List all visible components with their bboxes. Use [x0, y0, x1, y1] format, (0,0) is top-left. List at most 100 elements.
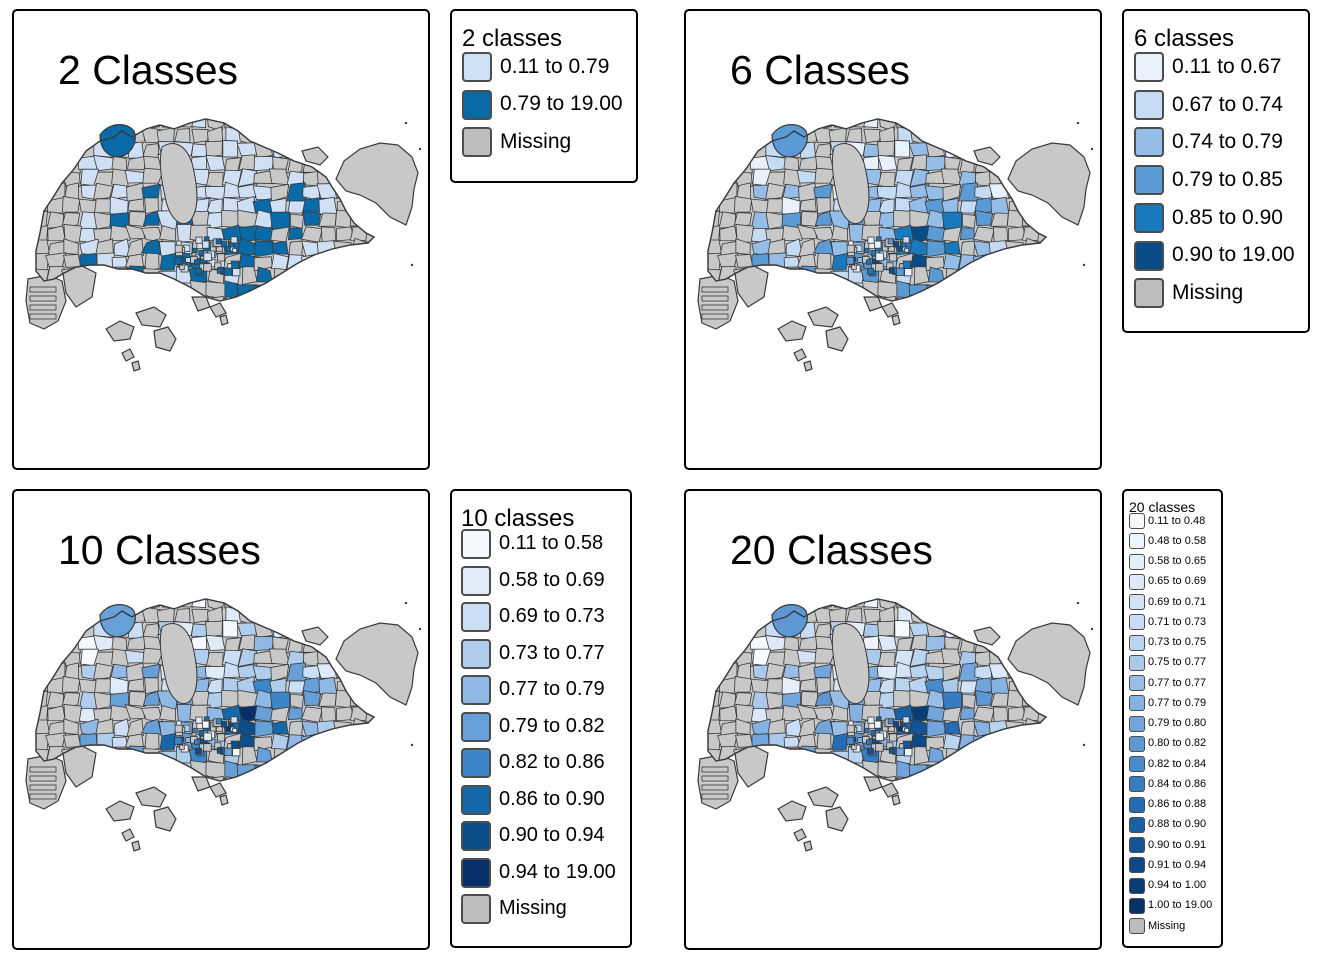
legend-label: 0.73 to 0.75: [1148, 636, 1207, 649]
map-frame-2-classes: 2 Classes: [12, 9, 430, 470]
legend-label: 0.77 to 0.77: [1148, 676, 1207, 689]
legend-swatch: [462, 89, 492, 120]
map-frame-20-classes: 20 Classes: [684, 489, 1102, 950]
legend-swatch: [1129, 634, 1145, 651]
legend-label: Missing: [499, 897, 567, 920]
legend-label: 0.75 to 0.77: [1148, 656, 1207, 669]
legend-label: Missing: [500, 130, 572, 154]
legend-swatch: [1129, 573, 1145, 590]
map-title: 20 Classes: [730, 527, 933, 573]
legend-label: 0.80 to 0.82: [1148, 737, 1207, 750]
legend-swatch: [461, 529, 491, 559]
legend-label: 0.90 to 0.94: [499, 824, 605, 847]
legend-swatch: [461, 857, 491, 888]
legend-swatch: [461, 602, 491, 632]
map-frame-10-classes: 10 Classes: [12, 489, 430, 950]
legend-swatch: [461, 894, 491, 924]
map-title: 10 Classes: [58, 527, 261, 573]
legend-swatch: [1134, 89, 1164, 120]
legend-swatch: [461, 565, 491, 596]
legend-swatch: [1129, 897, 1145, 914]
legend-label: 0.82 to 0.86: [499, 751, 605, 774]
choropleth-map: [25, 598, 422, 852]
legend-swatch: [1134, 240, 1164, 271]
legend-2-classes: 2 classes 0.11 to 0.79 0.79 to 19.00 Missin…: [450, 9, 638, 183]
legend-label: 0.91 to 0.94: [1148, 858, 1207, 871]
map-title: 6 Classes: [730, 47, 911, 93]
legend-swatch: [1129, 513, 1145, 529]
legend-swatch: [1129, 654, 1145, 671]
legend-swatch: [1129, 614, 1145, 631]
legend-10-classes: 10 classes 0.11 to 0.58 0.58 to 0.69 0.69 t…: [450, 489, 632, 948]
legend-label: 0.79 to 0.82: [499, 714, 605, 737]
legend-label: 0.73 to 0.77: [499, 641, 605, 664]
legend-label: 0.86 to 0.90: [499, 787, 605, 810]
legend-label: 0.58 to 0.69: [499, 568, 605, 591]
legend-label: 0.48 to 0.58: [1148, 534, 1207, 547]
map-frame-6-classes: 6 Classes: [684, 9, 1102, 470]
legend-label: 0.94 to 1.00: [1148, 879, 1207, 892]
legend-title: 6 classes: [1134, 25, 1235, 52]
legend-label: 0.69 to 0.71: [1148, 595, 1207, 608]
legend-label: 0.85 to 0.90: [1172, 205, 1283, 229]
legend-label: 0.79 to 0.85: [1172, 167, 1283, 191]
legend-label: 0.11 to 0.79: [500, 54, 610, 78]
legend-label: Missing: [1148, 919, 1186, 932]
legend-swatch: [462, 52, 492, 82]
legend-swatch: [461, 638, 491, 669]
legend-label: 0.90 to 0.91: [1148, 838, 1207, 851]
legend-label: 0.69 to 0.73: [499, 605, 605, 628]
legend-swatch: [1129, 837, 1145, 853]
legend-label: 0.94 to 19.00: [499, 860, 616, 883]
legend-swatch: [1134, 165, 1164, 196]
legend-label: 0.65 to 0.69: [1148, 575, 1207, 588]
choropleth-map: [697, 118, 1094, 372]
legend-swatch: [461, 711, 491, 742]
legend-label: 0.11 to 0.48: [1148, 514, 1206, 527]
legend-swatch: [1129, 796, 1145, 813]
legend-label: 1.00 to 19.00: [1148, 899, 1213, 912]
legend-label: 0.84 to 0.86: [1148, 777, 1207, 790]
map-title: 2 Classes: [58, 47, 239, 93]
legend-swatch: [1129, 877, 1145, 894]
legend-swatch: [1129, 918, 1145, 934]
legend-swatch: [1129, 533, 1145, 550]
legend-label: Missing: [1172, 281, 1244, 305]
legend-title: 10 classes: [461, 505, 575, 532]
legend-swatch: [1129, 857, 1145, 874]
legend-swatch: [1129, 756, 1145, 772]
legend-swatch: [1134, 278, 1164, 309]
legend-label: 0.67 to 0.74: [1172, 92, 1283, 116]
legend-label: 0.58 to 0.65: [1148, 555, 1207, 568]
legend-label: 0.79 to 19.00: [500, 92, 623, 116]
legend-swatch: [462, 127, 492, 158]
legend-swatch: [1129, 816, 1145, 833]
legend-swatch: [1129, 776, 1145, 793]
legend-label: 0.82 to 0.84: [1148, 757, 1207, 770]
legend-label: 0.79 to 0.80: [1148, 717, 1207, 730]
legend-label: 0.88 to 0.90: [1148, 818, 1207, 831]
legend-20-classes: 20 classes 0.11 to 0.48 0.48 to 0.58 0.58 t…: [1122, 489, 1223, 948]
legend-label: 0.77 to 0.79: [499, 678, 605, 701]
legend-swatch: [1129, 594, 1145, 610]
legend-label: 0.86 to 0.88: [1148, 798, 1207, 811]
legend-swatch: [1129, 675, 1145, 691]
legend-swatch: [1129, 695, 1145, 712]
legend-swatch: [1134, 127, 1164, 158]
legend-label: 0.74 to 0.79: [1172, 130, 1283, 154]
legend-label: 0.11 to 0.58: [499, 532, 604, 555]
legend-label: 0.90 to 19.00: [1172, 243, 1295, 267]
legend-title: 2 classes: [462, 25, 563, 52]
legend-swatch: [1129, 553, 1145, 570]
legend-swatch: [1134, 52, 1164, 82]
legend-label: 0.77 to 0.79: [1148, 696, 1207, 709]
legend-swatch: [461, 748, 491, 778]
legend-swatch: [461, 784, 491, 815]
legend-swatch: [1134, 202, 1164, 233]
choropleth-map: [25, 118, 422, 372]
legend-swatch: [461, 821, 491, 851]
choropleth-map: [697, 598, 1094, 852]
legend-label: 0.71 to 0.73: [1148, 615, 1207, 628]
legend-label: 0.11 to 0.67: [1172, 54, 1282, 78]
legend-swatch: [461, 675, 491, 705]
